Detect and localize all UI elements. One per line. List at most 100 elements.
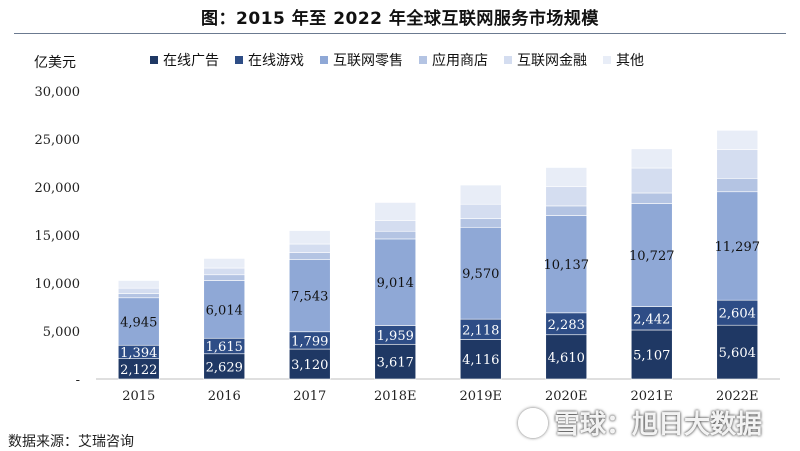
x-tick-label: 2015: [122, 389, 155, 404]
legend-item: 其他: [603, 50, 644, 70]
bar-segment: [374, 238, 417, 326]
bar-segment: [203, 258, 246, 269]
snowball-logo-icon: [518, 407, 548, 438]
x-tick-label: 2017: [293, 389, 326, 404]
bar-value-label: 2,122: [120, 363, 157, 378]
bar-segment: [459, 184, 502, 205]
legend-label: 其他: [616, 53, 644, 69]
bar-segment: [716, 130, 759, 150]
bar-segment: [374, 343, 417, 380]
bar-value-label: 1,615: [206, 340, 243, 355]
bar-segment: [630, 148, 673, 169]
legend-swatch: [419, 56, 427, 64]
bar-segment: [374, 220, 417, 232]
legend-label: 应用商店: [432, 53, 488, 69]
bar-segment: [545, 167, 588, 188]
y-tick-label: 10,000: [35, 277, 81, 292]
legend-swatch: [504, 56, 512, 64]
bar-value-label: 10,137: [544, 258, 590, 273]
bar-segment: [545, 205, 588, 216]
bar-value-label: 2,604: [719, 307, 756, 322]
legend-label: 在线广告: [163, 53, 219, 69]
legend-swatch: [320, 56, 328, 64]
bar-value-label: 2,118: [462, 323, 499, 338]
bar-segment: [545, 215, 588, 314]
bar-segment: [117, 297, 160, 346]
bar-value-label: 5,107: [633, 348, 670, 363]
bar-value-label: 10,727: [629, 249, 675, 264]
bar-value-label: 9,570: [462, 267, 499, 282]
bar-value-label: 9,014: [377, 276, 414, 291]
y-axis-unit-label: 亿美元: [34, 55, 76, 71]
legend-swatch: [235, 56, 243, 64]
bar-segment: [374, 202, 417, 221]
watermark-text: 雪球：旭日大数据: [554, 410, 763, 440]
legend-item: 互联网零售: [320, 50, 403, 70]
bar-value-label: 5,604: [719, 346, 756, 361]
bar-segment: [374, 230, 417, 240]
bar-value-label: 1,394: [120, 346, 157, 361]
y-tick-label: 30,000: [35, 85, 81, 100]
bar-segment: [545, 334, 588, 380]
x-tick-label: 2021E: [630, 389, 673, 404]
bar-segment: [716, 178, 759, 193]
bar-segment: [630, 329, 673, 380]
bar-segment: [117, 293, 160, 299]
bar-segment: [288, 259, 331, 333]
watermark: 雪球：旭日大数据: [518, 404, 762, 441]
bar-segment: [288, 252, 331, 260]
x-tick-label: 2019E: [459, 389, 502, 404]
bar-value-label: 3,617: [377, 356, 414, 371]
y-tick-label: 15,000: [35, 229, 81, 244]
bar-segment: [459, 218, 502, 228]
bar-value-label: 11,297: [715, 240, 761, 255]
bar-value-label: 4,116: [462, 353, 499, 368]
y-tick-label: -: [76, 373, 80, 388]
bar-segment: [203, 353, 246, 380]
chart-legend: 在线广告 在线游戏 互联网零售 应用商店 互联网金融 其他: [150, 50, 644, 70]
bar-segment: [630, 167, 673, 194]
bar-value-label: 6,014: [206, 303, 243, 318]
bar-segment: [203, 274, 246, 281]
y-tick-label: 25,000: [35, 133, 81, 148]
bar-value-label: 1,959: [377, 329, 414, 344]
legend-item: 在线游戏: [235, 50, 304, 70]
x-tick-label: 2022E: [716, 389, 759, 404]
bar-segment: [117, 280, 160, 289]
bar-value-label: 2,442: [633, 312, 670, 327]
bar-segment: [716, 324, 759, 380]
bar-segment: [630, 192, 673, 204]
bar-value-label: 7,543: [291, 290, 328, 305]
title-divider: [14, 33, 786, 34]
data-source-note: 数据来源：艾瑞咨询: [8, 434, 134, 450]
legend-item: 应用商店: [419, 50, 488, 70]
legend-item: 互联网金融: [504, 50, 587, 70]
x-tick-label: 2020E: [545, 389, 588, 404]
bar-segment: [203, 280, 246, 339]
bar-segment: [459, 226, 502, 320]
bar-segment: [203, 267, 246, 276]
bar-segment: [117, 287, 160, 294]
bar-value-label: 4,610: [548, 351, 585, 366]
y-tick-label: 20,000: [35, 181, 81, 196]
bar-segment: [716, 149, 759, 179]
legend-item: 在线广告: [150, 50, 219, 70]
x-tick-label: 2018E: [374, 389, 417, 404]
bar-segment: [716, 299, 759, 326]
bar-value-label: 4,945: [120, 316, 157, 331]
chart-title: 图：2015 年至 2022 年全球互联网服务市场规模: [201, 9, 599, 29]
legend-swatch: [150, 56, 158, 64]
bar-segment: [288, 243, 331, 253]
bar-segment: [630, 203, 673, 307]
y-tick-label: 5,000: [43, 325, 80, 340]
bar-value-label: 2,629: [206, 360, 243, 375]
bar-value-label: 3,120: [291, 358, 328, 373]
bar-segment: [288, 348, 331, 380]
legend-label: 在线游戏: [248, 53, 304, 69]
legend-swatch: [603, 56, 611, 64]
bar-segment: [545, 186, 588, 207]
bar-value-label: 2,283: [548, 318, 585, 333]
bar-value-label: 1,799: [291, 334, 328, 349]
legend-label: 互联网金融: [517, 53, 587, 69]
